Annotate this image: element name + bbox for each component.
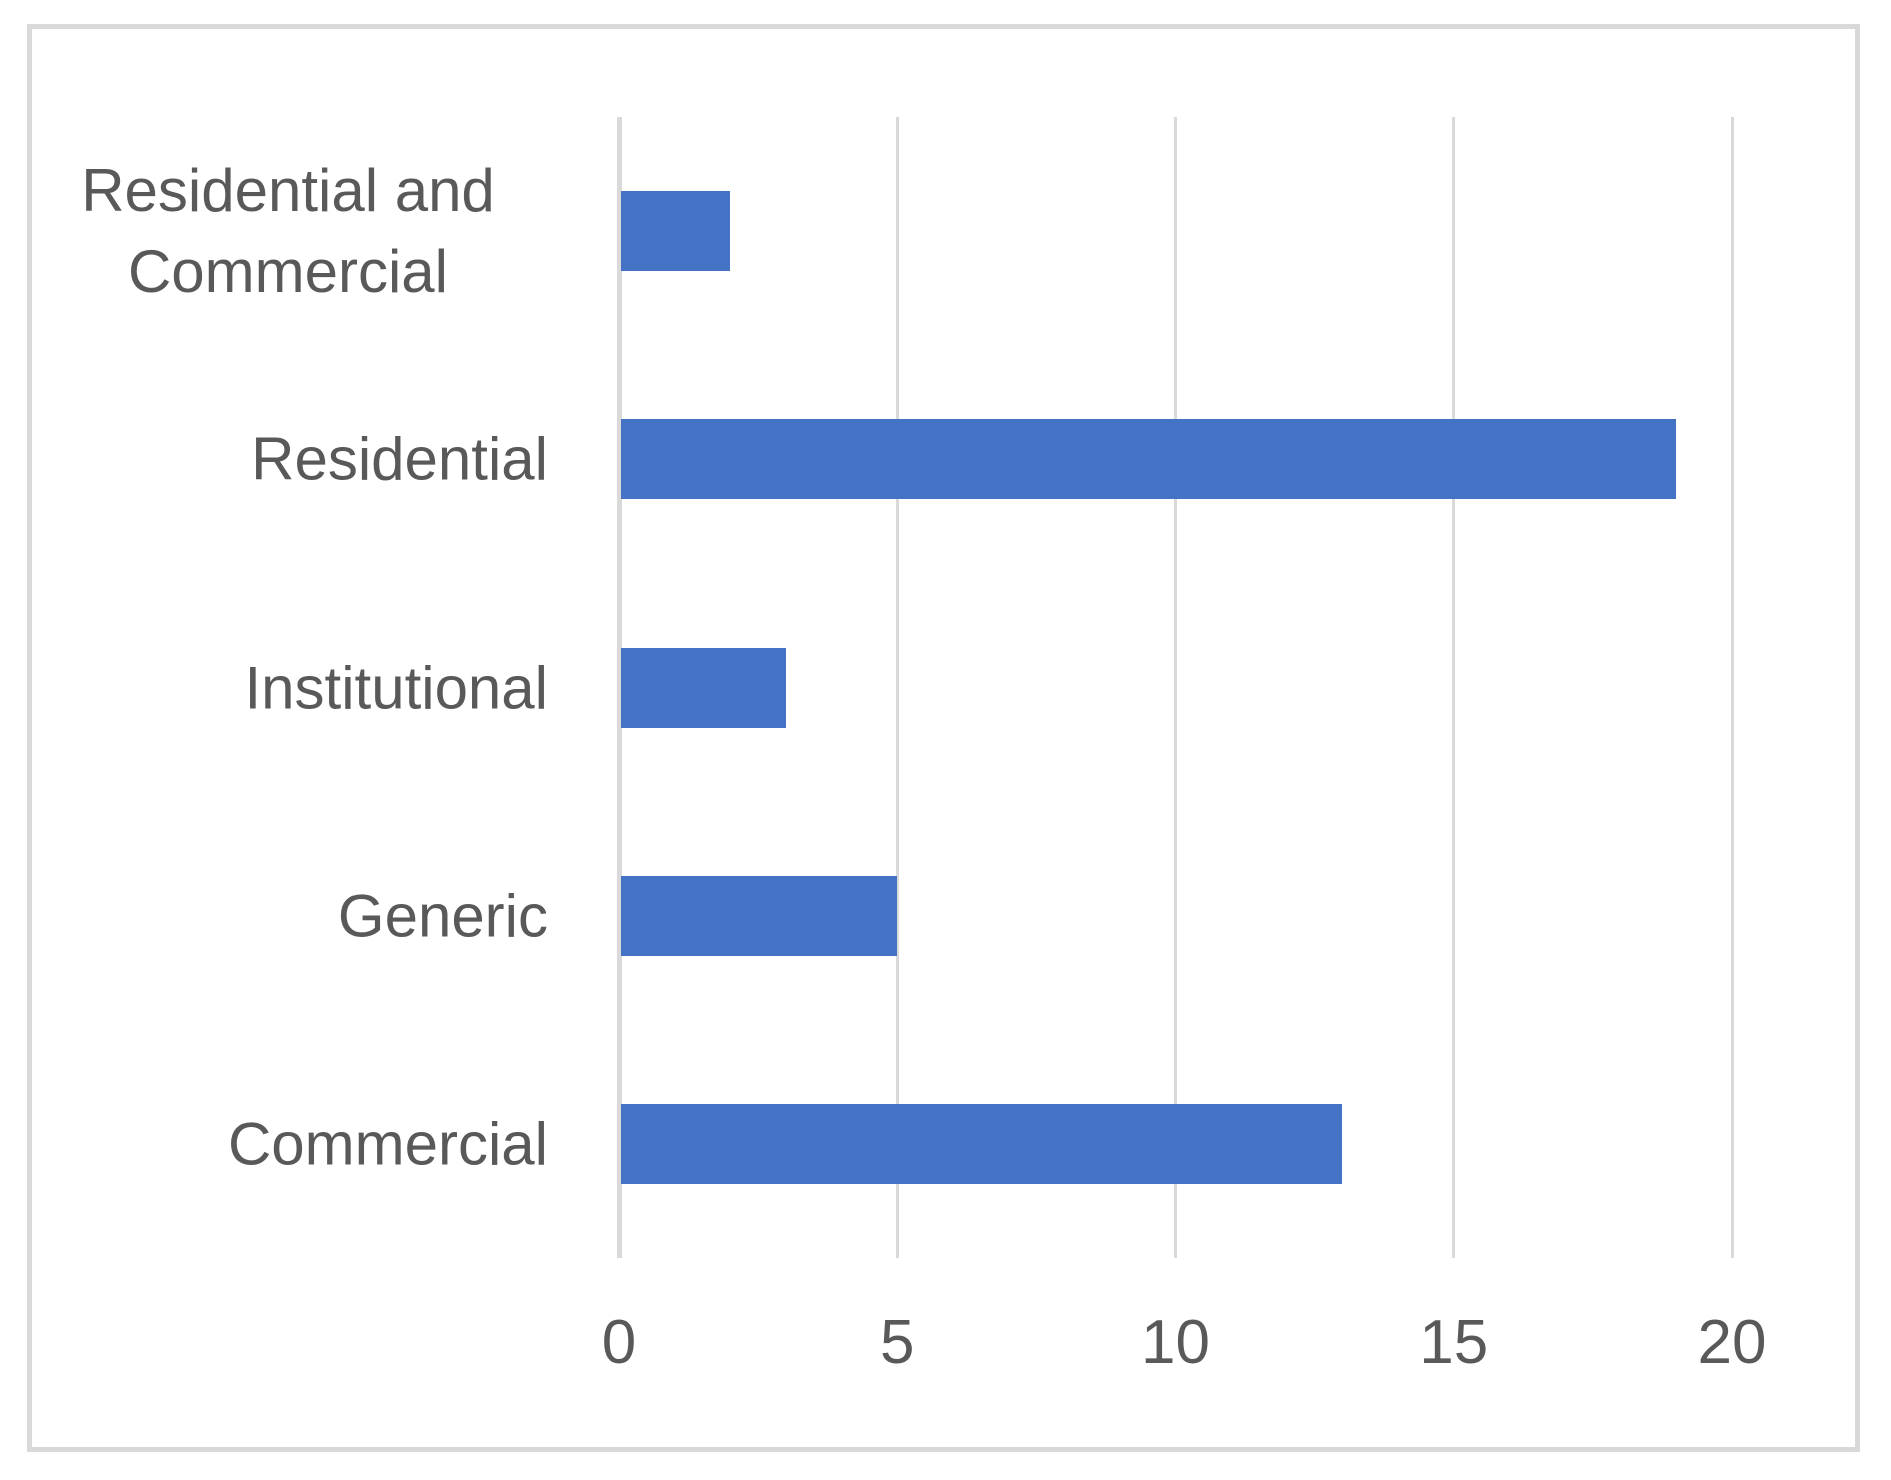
category-label: Residential (251, 425, 548, 493)
bar (621, 647, 786, 728)
value-axis-line (616, 117, 622, 1258)
bar (621, 419, 1677, 500)
gridline (1452, 117, 1456, 1258)
category-label: Residential and Commercial (81, 157, 495, 306)
category-label: Commercial (227, 1110, 548, 1178)
x-tick-label: 5 (880, 1308, 915, 1377)
category-label: Institutional (244, 654, 548, 721)
x-tick-label: 20 (1697, 1308, 1767, 1377)
bar (621, 1103, 1343, 1184)
gridline (895, 117, 899, 1258)
bar (621, 191, 731, 272)
gridline (1730, 117, 1734, 1258)
x-tick-label: 15 (1419, 1308, 1489, 1377)
x-tick-label: 0 (601, 1308, 637, 1377)
category-label: Generic (337, 882, 548, 950)
bar (621, 875, 898, 956)
gridline (1174, 117, 1177, 1258)
x-tick-label: 10 (1141, 1308, 1210, 1377)
